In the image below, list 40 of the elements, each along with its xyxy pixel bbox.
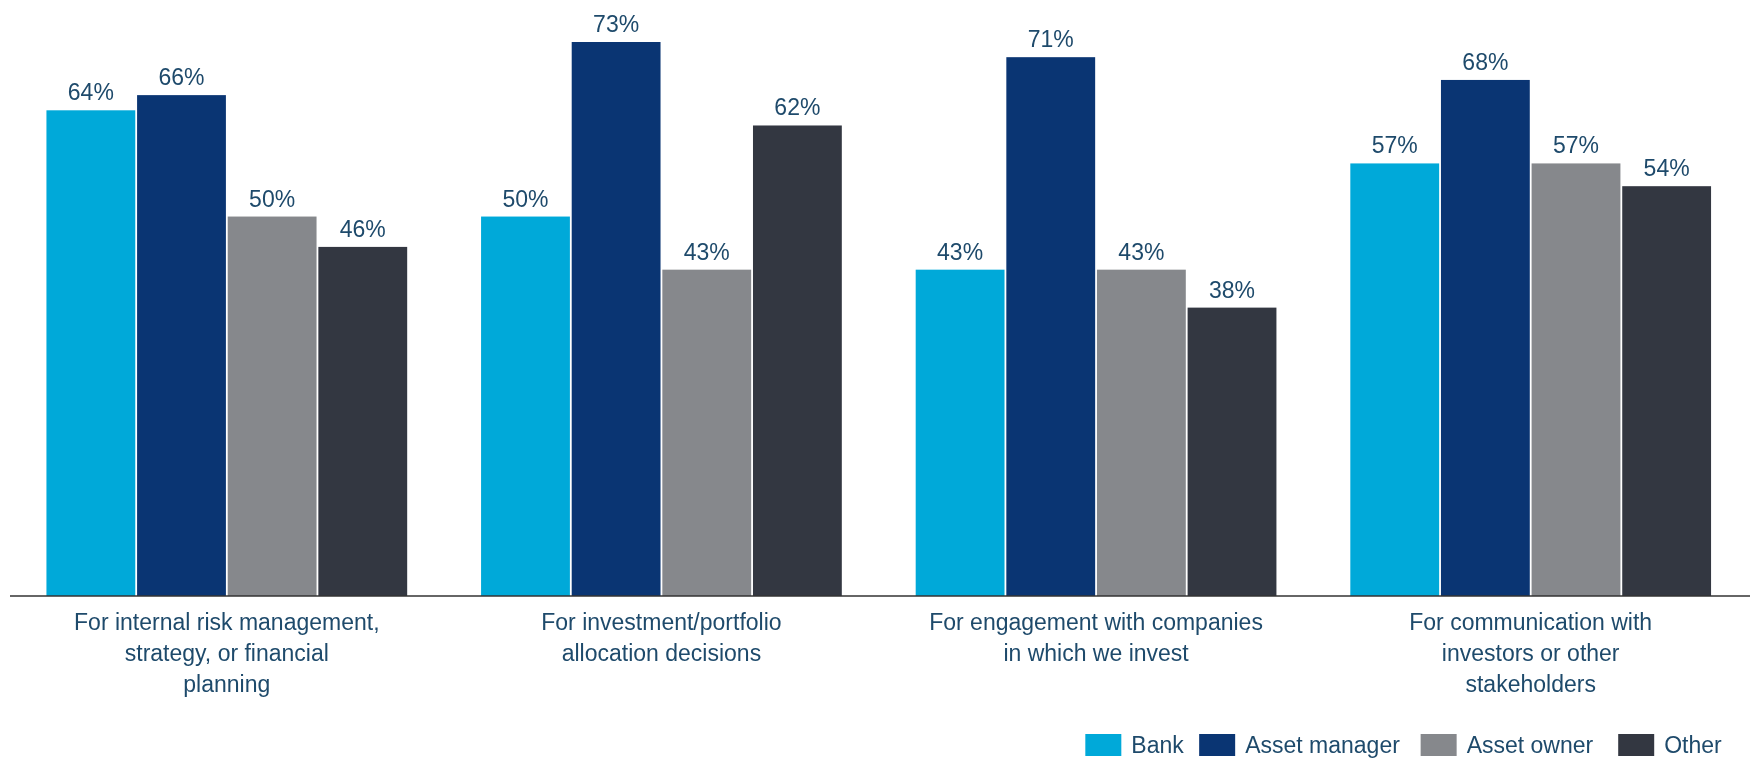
- data-label: 46%: [339, 215, 386, 242]
- data-label: 68%: [1462, 48, 1509, 75]
- data-label: 43%: [937, 238, 984, 265]
- bar: [227, 216, 317, 596]
- data-label: 54%: [1643, 155, 1690, 182]
- legend-label: Other: [1664, 732, 1723, 758]
- bar: [137, 95, 226, 596]
- data-label: 50%: [502, 185, 549, 212]
- data-label: 57%: [1371, 132, 1418, 159]
- bar: [1622, 186, 1712, 596]
- bar: [46, 110, 136, 596]
- bar: [1531, 163, 1621, 596]
- bar: [481, 216, 570, 596]
- data-label: 71%: [1027, 26, 1074, 53]
- bar: [1096, 269, 1186, 596]
- x-tick-label: For internal risk management, strategy, or financial planning: [74, 609, 380, 697]
- x-tick-label: For investment/portfolio allocation decisions: [541, 609, 782, 666]
- data-label: 38%: [1209, 276, 1256, 303]
- legend-label: Asset manager: [1245, 732, 1401, 758]
- bar: [571, 42, 661, 596]
- bar: [318, 246, 408, 596]
- bar: [1006, 57, 1096, 596]
- bar: [1187, 307, 1277, 596]
- data-label: 50%: [249, 185, 296, 212]
- data-label: 43%: [683, 238, 730, 265]
- bar: [1350, 163, 1440, 596]
- data-label: 73%: [593, 11, 640, 37]
- data-label: 43%: [1118, 238, 1165, 265]
- bar: [915, 269, 1005, 596]
- x-tick-label: For communication with investors or other stakeholders: [1409, 609, 1653, 697]
- data-label: 66%: [158, 64, 205, 91]
- bar: [752, 125, 842, 596]
- bar: [662, 269, 752, 596]
- data-label: 64%: [67, 79, 114, 106]
- data-label: 57%: [1552, 132, 1600, 159]
- legend-label: Asset owner: [1466, 732, 1594, 758]
- bar: [1440, 79, 1530, 596]
- data-label: 62%: [774, 94, 821, 121]
- legend-label: Bank: [1131, 732, 1185, 758]
- x-tick-label: For engagement with companies in which we invest: [929, 609, 1263, 666]
